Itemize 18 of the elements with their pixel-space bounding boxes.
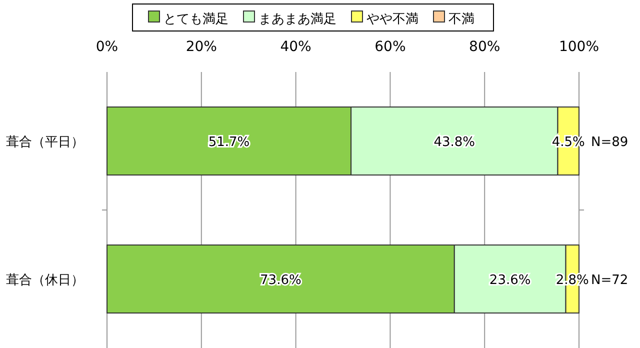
x-tick-label: 100% (558, 39, 600, 55)
x-tick-label: 80% (469, 39, 500, 55)
annotation: N=72 (591, 273, 628, 288)
x-tick-label: 20% (186, 39, 217, 55)
legend-label: まあまあ満足 (258, 12, 336, 27)
data-label: 73.6% (260, 273, 302, 288)
y-tick-label: 葺合（平日） (6, 135, 84, 150)
x-tick-label: 40% (280, 39, 312, 55)
data-label: 43.8% (434, 135, 476, 150)
x-tick-label: 60% (374, 39, 406, 55)
legend-label: 不満 (448, 12, 474, 27)
data-label: 51.7% (208, 135, 250, 150)
y-tick-label: 葺合（休日） (6, 273, 84, 288)
data-label: 23.6% (489, 273, 531, 288)
legend-label: とても満足 (164, 12, 228, 27)
annotation: N=89 (591, 135, 628, 150)
x-tick-label: 0% (96, 39, 118, 55)
legend-label: やや不満 (366, 12, 418, 27)
